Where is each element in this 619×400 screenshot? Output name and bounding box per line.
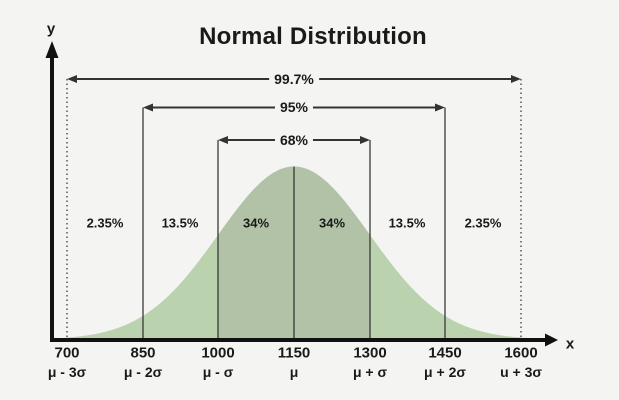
x-axis <box>50 338 546 342</box>
arrowhead-left-icon <box>67 75 77 83</box>
sigma-gridlines <box>66 79 522 338</box>
arrowhead-left-icon <box>218 136 228 144</box>
bracket-label-68: 68% <box>274 133 314 147</box>
tick-label-850: 850 <box>130 344 156 362</box>
bracket-label-99-7: 99.7% <box>269 72 319 86</box>
sigma-label-minus-1: μ - σ <box>202 364 234 380</box>
tick-label-700: 700 <box>54 344 80 362</box>
y-axis <box>50 54 54 342</box>
x-axis-arrow-icon <box>545 333 558 347</box>
region-label-6: 2.35% <box>464 215 502 231</box>
sigma-label-mean: μ <box>289 364 299 380</box>
tick-label-1450: 1450 <box>428 344 462 362</box>
region-label-1: 2.35% <box>86 215 124 231</box>
region-label-3: 34% <box>242 215 270 231</box>
region-label-4: 34% <box>318 215 346 231</box>
tick-label-1300: 1300 <box>353 344 387 362</box>
sigma-label-plus-2: μ + 2σ <box>424 364 466 380</box>
x-axis-label: x <box>565 335 575 353</box>
chart-title: Normal Distribution <box>199 23 427 50</box>
arrowhead-right-icon <box>360 136 370 144</box>
tick-label-1000: 1000 <box>201 344 235 362</box>
bracket-label-95: 95% <box>274 100 314 114</box>
arrowhead-right-icon <box>511 75 521 83</box>
tick-label-1600: 1600 <box>504 344 538 362</box>
sigma-label-plus-3: u + 3σ <box>500 364 542 380</box>
region-label-2: 13.5% <box>161 215 199 231</box>
axes <box>45 41 558 347</box>
sigma-label-minus-2: μ - 2σ <box>123 364 163 380</box>
sigma-label-minus-3: μ - 3σ <box>47 364 87 380</box>
sigma-label-plus-1: μ + σ <box>352 364 388 380</box>
bell-curve-one-sigma-area <box>218 166 370 340</box>
arrowhead-left-icon <box>143 103 153 112</box>
region-label-5: 13.5% <box>388 215 426 231</box>
y-axis-label: y <box>46 20 56 38</box>
tick-label-1150: 1150 <box>277 344 311 362</box>
arrowhead-right-icon <box>435 103 445 112</box>
y-axis-arrow-icon <box>45 41 59 58</box>
